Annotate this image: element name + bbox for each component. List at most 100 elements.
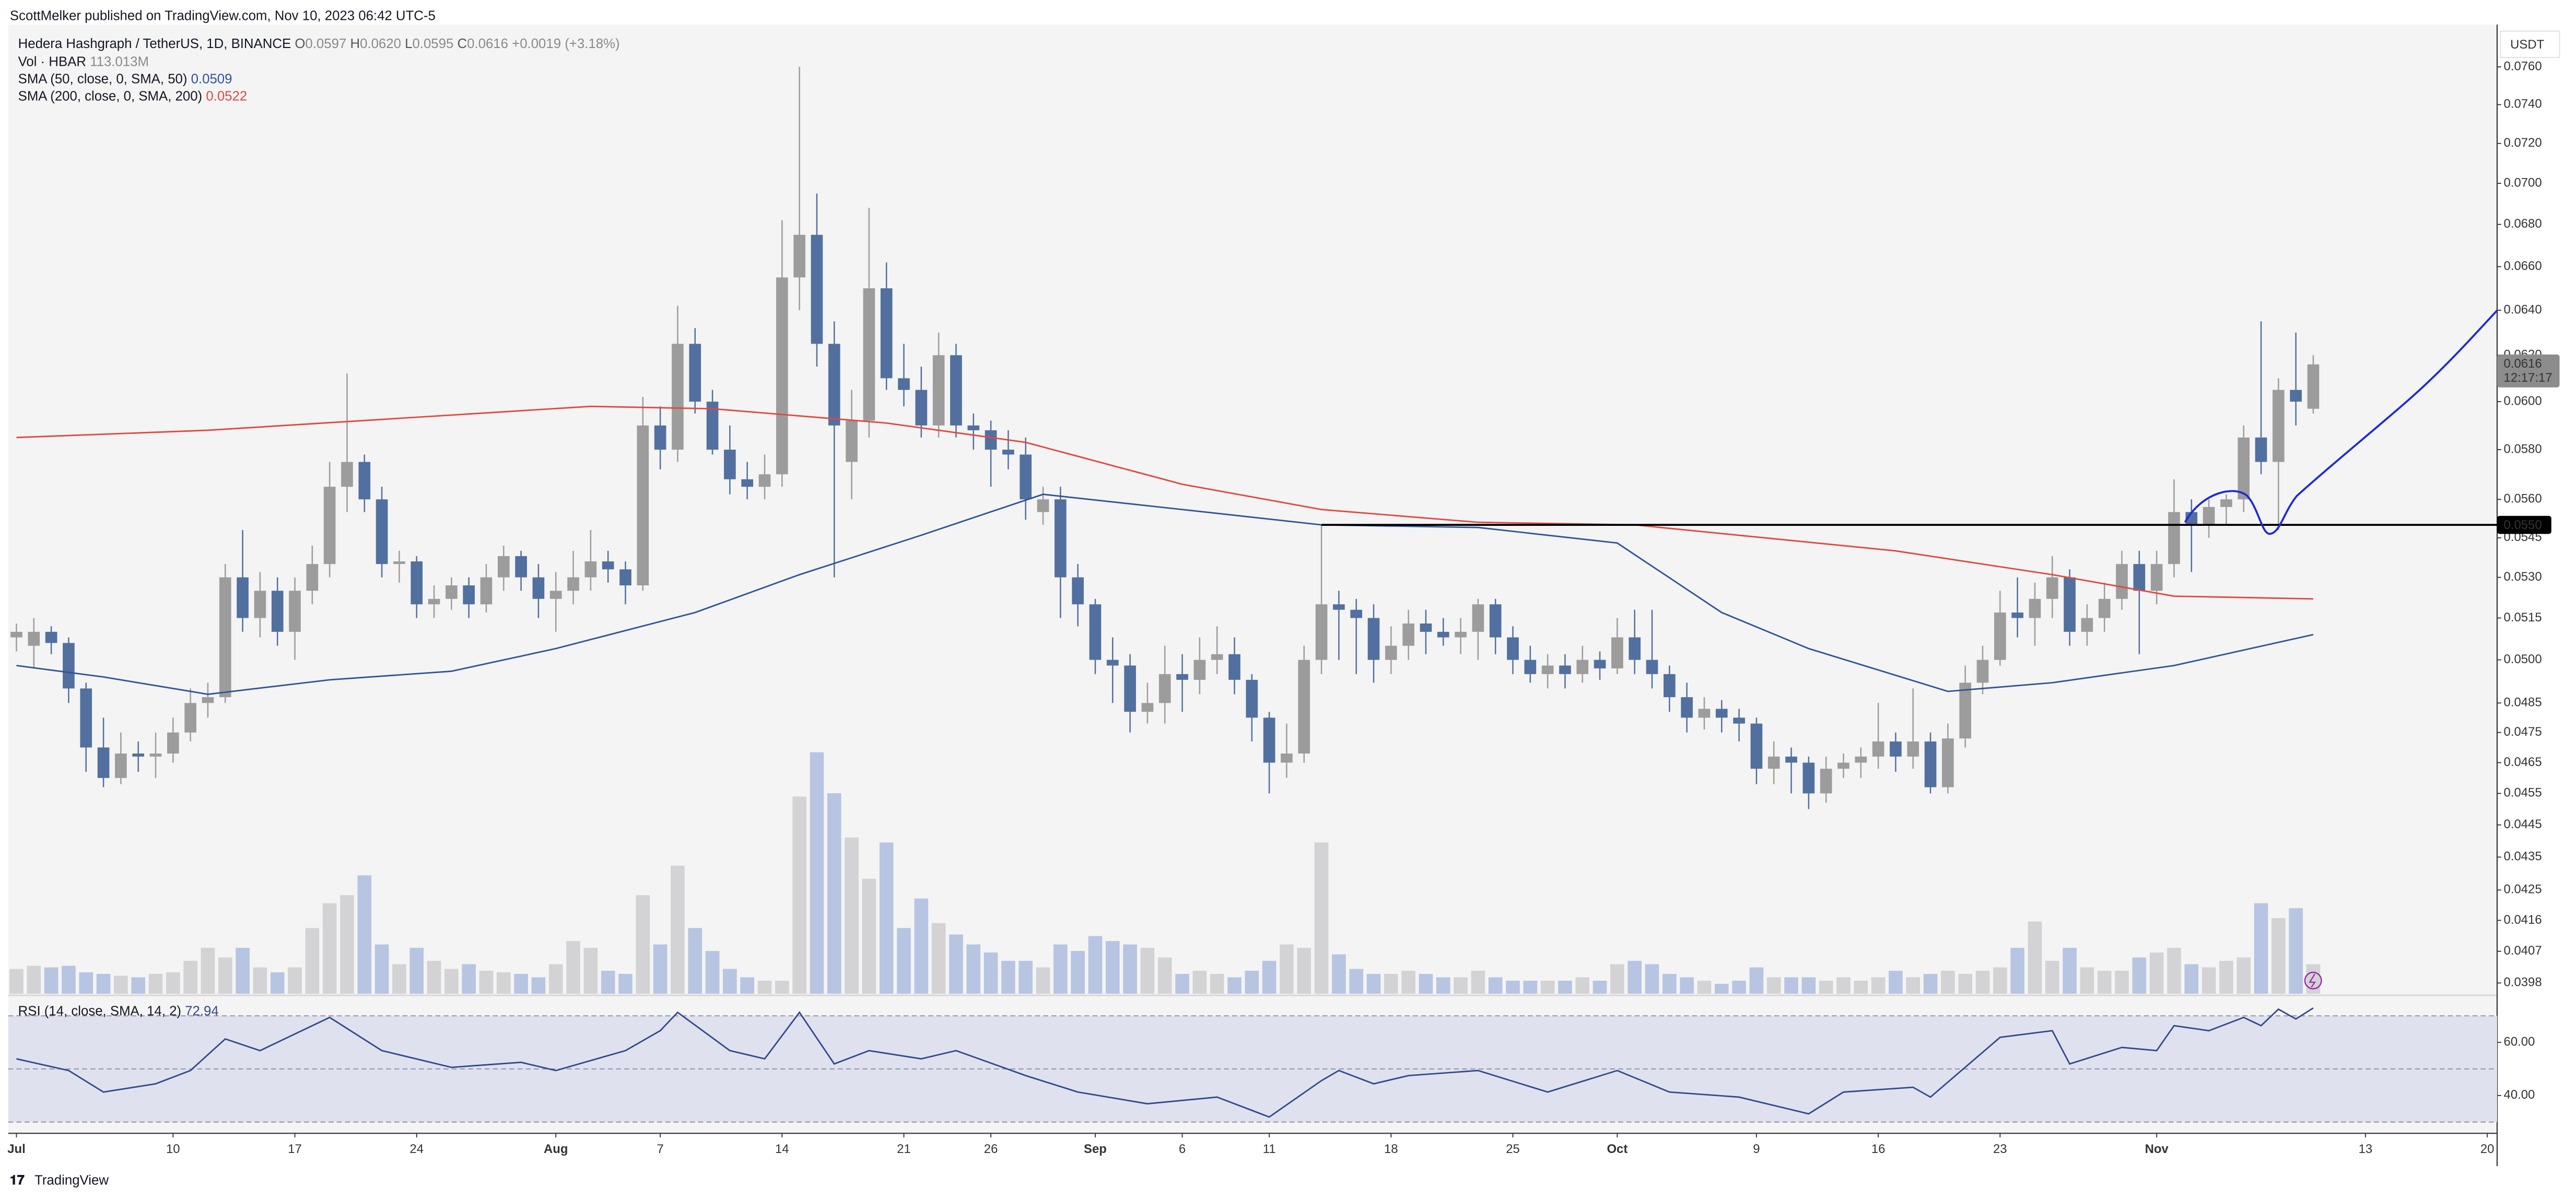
x-tick-label: 24	[409, 1142, 424, 1156]
x-tick-label: 25	[1506, 1142, 1520, 1156]
candle-body	[1942, 738, 1954, 787]
candle-body	[567, 577, 579, 591]
candle-body	[2273, 390, 2285, 462]
volume-bar	[1801, 977, 1816, 994]
volume-bar	[1314, 842, 1329, 994]
candle-body	[1263, 717, 1275, 763]
volume-bar	[1662, 973, 1677, 994]
currency-box[interactable]	[2500, 30, 2560, 58]
candle-body	[1176, 674, 1188, 680]
volume-bar	[1280, 944, 1294, 994]
candle-body	[149, 754, 162, 757]
ohlc-value: 0.0597	[305, 37, 346, 51]
volume-bar	[357, 875, 372, 994]
volume-bar	[1975, 971, 1990, 994]
candle-body	[1890, 741, 1902, 757]
candle-body	[1924, 741, 1937, 787]
candle-body	[1106, 660, 1119, 666]
rsi-layer	[8, 1007, 2497, 1123]
x-tick-label: Sep	[1084, 1142, 1107, 1156]
candle-body	[358, 462, 371, 500]
sma50-name: SMA (50, close, 0, SMA, 50)	[18, 72, 188, 86]
candle-body	[184, 703, 196, 733]
volume-bar	[897, 928, 911, 994]
x-tick-label: 20	[2480, 1142, 2495, 1156]
candle-body	[1020, 454, 1032, 500]
candle-body	[1072, 577, 1084, 605]
candle-body	[1559, 665, 1571, 674]
candle-body	[237, 577, 249, 618]
ohlc-key: O	[295, 37, 305, 51]
candle-body	[1681, 697, 1693, 718]
candle-body	[1455, 631, 1467, 638]
alert-icon[interactable]	[2304, 971, 2322, 990]
x-tick-label: Aug	[544, 1142, 568, 1156]
volume-bar	[1349, 969, 1364, 994]
y-tick-label: 0.0465	[2504, 755, 2542, 769]
volume-bar	[636, 895, 650, 994]
volume-bar	[1175, 973, 1189, 994]
volume-bar	[2254, 903, 2268, 994]
y-tick-label: 0.0475	[2504, 725, 2542, 739]
volume-bar	[653, 944, 668, 994]
volume-bar	[931, 923, 946, 994]
brand-logo: 𝟏𝟕	[10, 1173, 25, 1187]
candle-body	[446, 585, 458, 599]
candle-body	[45, 631, 57, 643]
candle-body	[2029, 598, 2041, 618]
volume-bar	[253, 967, 267, 994]
candle-body	[1767, 756, 1780, 769]
candle-body	[758, 474, 771, 487]
y-tick-label: 0.0455	[2504, 786, 2542, 800]
y-tick-label: 0.0416	[2504, 913, 2542, 927]
candle-body	[967, 425, 980, 430]
candle-body	[1367, 618, 1380, 660]
candle-body	[2255, 437, 2267, 462]
candle-body	[915, 390, 928, 426]
candle-body	[1437, 631, 1449, 638]
candle-body	[1055, 499, 1067, 578]
volume-bar	[1766, 977, 1781, 994]
candle-body	[1802, 762, 1815, 794]
candle-body	[515, 556, 527, 578]
volume-bar	[966, 944, 981, 994]
x-tick-label: 10	[166, 1142, 180, 1156]
volume-bar	[1593, 980, 1607, 994]
candle-body	[741, 479, 754, 487]
candle-body	[1715, 709, 1728, 718]
candle-body	[2203, 507, 2215, 525]
candle-body	[1124, 665, 1136, 712]
y-tick-label: 0.0740	[2504, 97, 2542, 111]
rsi-line	[16, 1007, 2314, 1118]
volume-bar	[270, 972, 285, 994]
volume-bar	[1053, 944, 1068, 994]
volume-bar	[1436, 977, 1450, 994]
candle-body	[637, 425, 649, 585]
volume-bar	[1506, 980, 1520, 994]
countdown-label: 12:17:17	[2504, 371, 2552, 385]
candle-body	[532, 577, 545, 599]
volume-bar	[1157, 957, 1172, 994]
volume-bar	[2219, 961, 2233, 994]
volume-bar	[1384, 973, 1398, 994]
candle-body	[271, 591, 284, 632]
volume-bar	[1993, 967, 2007, 994]
volume-bar	[757, 980, 772, 994]
candle-body	[28, 631, 40, 646]
volume-bar	[949, 934, 963, 994]
candle-body	[1994, 612, 2006, 660]
volume-bar	[2063, 948, 2077, 994]
volume-bar	[1958, 973, 1973, 994]
rsi-tick-label: 60.00	[2504, 1034, 2535, 1049]
candle-body	[428, 598, 440, 605]
rsi-tick-label: 40.00	[2504, 1088, 2535, 1102]
volume-bar	[2271, 918, 2286, 994]
volume-bar	[1749, 967, 1764, 994]
volume-bar	[479, 971, 494, 994]
volume-bar	[1714, 983, 1729, 994]
x-tick-label: 23	[1993, 1142, 2007, 1156]
volume-bar	[1001, 961, 1015, 994]
volume-bar	[27, 966, 41, 994]
volume-bar	[96, 973, 111, 994]
candle-body	[376, 499, 388, 564]
